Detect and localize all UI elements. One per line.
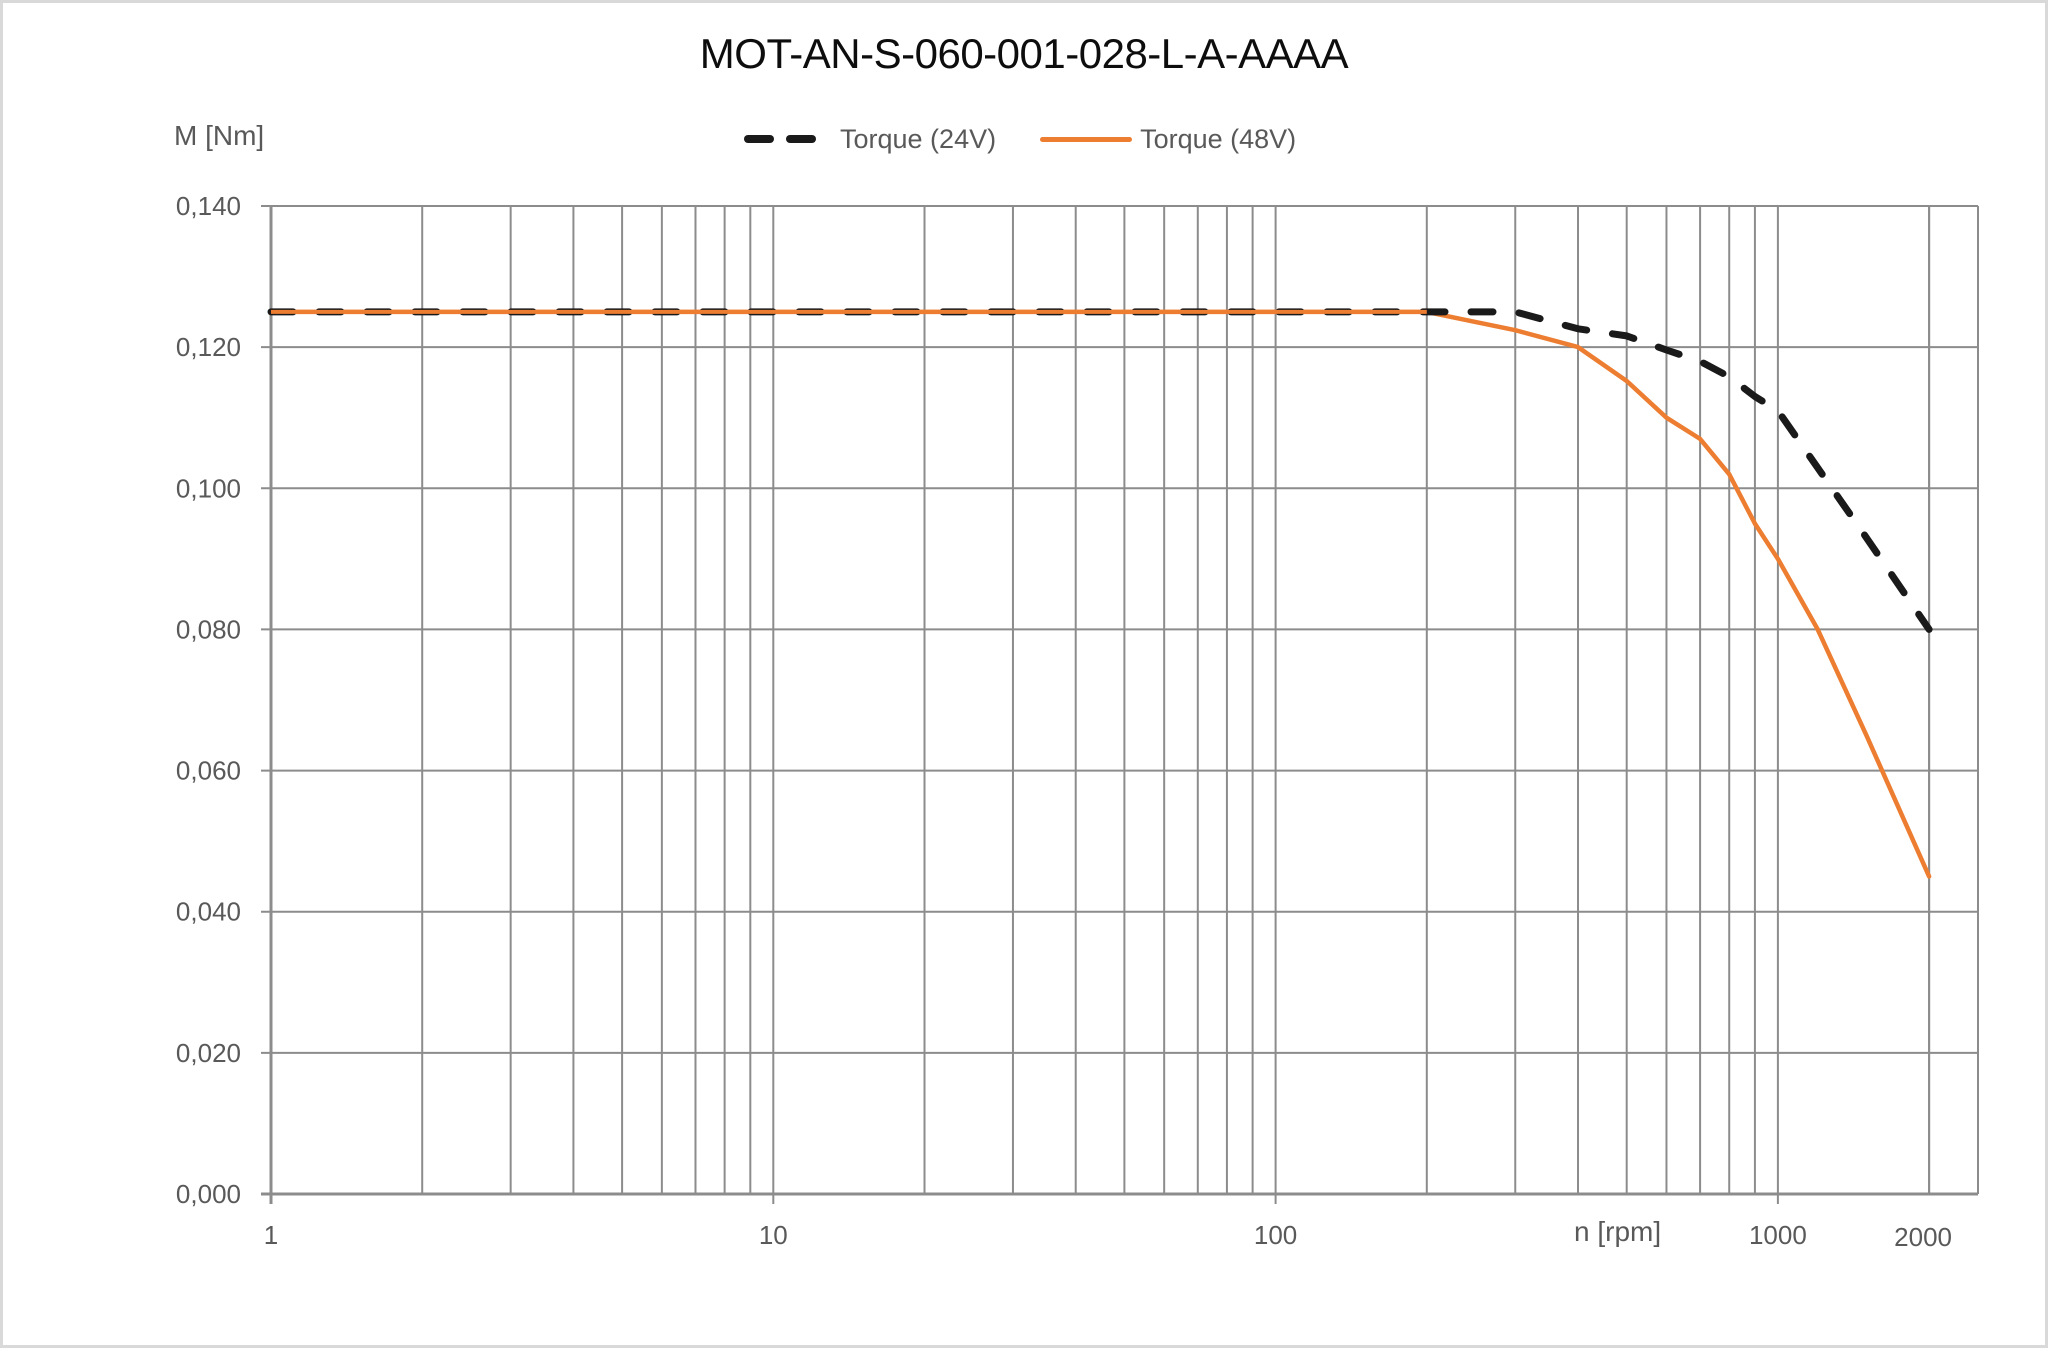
y-tick-label: 0,120: [176, 332, 241, 362]
y-tick-label: 0,000: [176, 1179, 241, 1209]
x-axis-label: n [rpm]: [1574, 1216, 1662, 1247]
y-tick-label: 0,020: [176, 1038, 241, 1068]
gridlines: [261, 205, 1979, 1204]
y-tick-label: 0,100: [176, 473, 241, 503]
y-tick-label: 0,060: [176, 756, 241, 786]
legend: Torque (24V) Torque (48V): [740, 121, 1296, 157]
x-tick-label: 100: [1254, 1220, 1297, 1250]
chart-title: MOT-AN-S-060-001-028-L-A-AAAA: [699, 30, 1349, 77]
legend-label-48v: Torque (48V): [1140, 123, 1297, 154]
data-series: [267, 308, 1933, 879]
x-tick-label: 1000: [1749, 1220, 1807, 1250]
legend-item-24v: Torque (24V): [740, 124, 996, 155]
x-axis-ticks: 1 10 100 1000 2000: [264, 1220, 1952, 1252]
x-tick-label: 2000: [1894, 1222, 1952, 1252]
y-axis-ticks: 0,000 0,020 0,040 0,060 0,080 0,100 0,120 0,140: [176, 191, 241, 1209]
series-48v-line: [268, 309, 1932, 879]
series-24v-line: [267, 308, 1933, 633]
y-tick-label: 0,080: [176, 614, 241, 644]
y-tick-label: 0,040: [176, 897, 241, 927]
x-tick-label: 1: [264, 1220, 278, 1250]
dashed-line-icon: [740, 134, 820, 144]
legend-label-24v: Torque (24V): [840, 123, 997, 154]
x-tick-label: 10: [759, 1220, 788, 1250]
y-axis-label: M [Nm]: [174, 120, 265, 151]
legend-item-48v: Torque (48V): [1040, 124, 1296, 155]
y-tick-label: 0,140: [176, 191, 241, 221]
solid-line-icon: [1040, 136, 1133, 142]
